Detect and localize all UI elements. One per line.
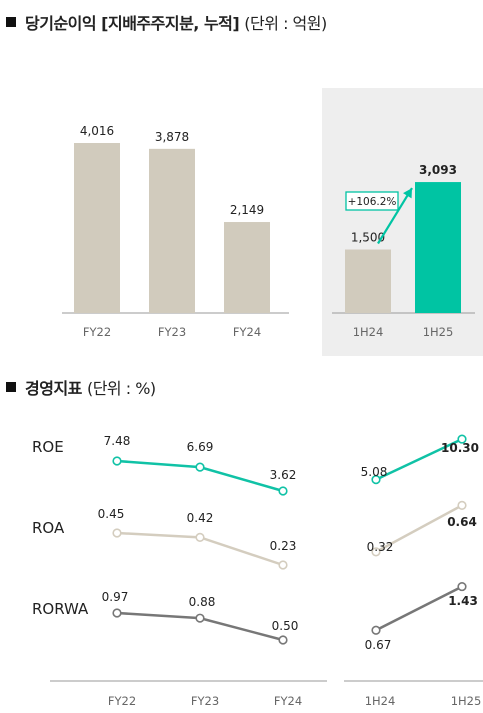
series-roe: ROE 7.48 6.69 3.62 5.08 10.30	[32, 434, 479, 496]
bar-value-label: 2,149	[230, 203, 264, 217]
x-tick-label: FY24	[274, 694, 302, 708]
data-point	[371, 547, 381, 557]
series-name-label: ROA	[32, 519, 65, 537]
bar-fy22	[74, 143, 120, 313]
growth-arrow-head-icon	[403, 188, 412, 199]
data-point	[195, 532, 205, 542]
net-income-unit: (단위 : 억원)	[244, 14, 327, 33]
bar-fy24	[224, 222, 270, 313]
data-value-label: 0.97	[102, 590, 129, 604]
indicators-unit: (단위 : %)	[86, 379, 156, 398]
data-value-label: 0.42	[187, 511, 214, 525]
bar-value-label: 4,016	[80, 124, 114, 138]
net-income-section-title: 당기순이익 [지배주주지분, 누적] (단위 : 억원)	[6, 10, 327, 34]
data-value-label: 5.08	[361, 465, 388, 479]
data-value-label: 0.23	[270, 539, 297, 553]
square-bullet-icon	[6, 382, 16, 392]
x-tick-label: FY22	[108, 694, 136, 708]
data-value-label: 0.88	[189, 595, 216, 609]
data-point	[457, 500, 467, 510]
growth-annotation-box	[345, 191, 399, 211]
growth-annotation: +106.2%	[345, 191, 399, 211]
data-value-label: 3.62	[270, 468, 297, 482]
series-name-label: ROE	[32, 438, 64, 456]
bar-value-label: 3,878	[155, 130, 189, 144]
data-point	[278, 486, 288, 496]
data-point	[457, 434, 467, 444]
series-name-label: RORWA	[32, 600, 89, 618]
bar-1h25	[415, 182, 461, 313]
x-tick-label: 1H25	[451, 694, 482, 708]
data-point	[371, 475, 381, 485]
data-point	[112, 456, 122, 466]
series-line-1h	[375, 504, 463, 554]
x-tick-label: FY23	[191, 694, 219, 708]
x-tick-label: 1H25	[423, 325, 454, 339]
series-rorwa: RORWA 0.97 0.88 0.50 0.67 1.43	[32, 581, 478, 652]
x-tick-label: FY22	[83, 325, 111, 339]
bar-fy23	[149, 148, 195, 313]
x-tick-label: 1H24	[365, 694, 396, 708]
growth-annotation-label: +106.2%	[348, 196, 397, 208]
data-value-label: 0.50	[272, 619, 299, 633]
net-income-title: 당기순이익 [지배주주지분, 누적]	[25, 14, 240, 33]
series-line-1h	[375, 585, 463, 632]
data-value-label: 0.45	[98, 507, 125, 521]
x-tick-label: FY23	[158, 325, 186, 339]
x-tick-label: 1H24	[353, 325, 384, 339]
data-point	[278, 560, 288, 570]
bar-1h24	[345, 249, 391, 313]
data-value-label: 0.64	[447, 515, 477, 529]
indicators-title: 경영지표	[25, 379, 82, 398]
bar-value-label: 1,500	[351, 231, 385, 245]
bar-value-label: 3,093	[419, 163, 457, 177]
data-point	[112, 528, 122, 538]
data-point	[371, 625, 381, 635]
series-line-1h	[375, 437, 463, 481]
data-value-label: 10.30	[441, 441, 479, 455]
data-point	[278, 635, 288, 645]
indicators-section-title: 경영지표 (단위 : %)	[6, 375, 156, 399]
data-point	[195, 462, 205, 472]
data-value-label: 0.32	[367, 540, 394, 554]
data-value-label: 7.48	[104, 434, 131, 448]
data-value-label: 1.43	[448, 594, 478, 608]
growth-arrow-line	[377, 187, 413, 245]
data-point	[457, 581, 467, 592]
square-bullet-icon	[6, 17, 16, 27]
series-roa: ROA 0.45 0.42 0.23 0.32 0.64	[32, 500, 477, 570]
net-income-bar-chart: 4,016 FY22 3,878 FY23 2,149 FY24 1,500 1H24 3,09…	[62, 88, 483, 356]
x-tick-label: FY24	[233, 325, 261, 339]
data-point	[195, 613, 205, 623]
data-value-label: 0.67	[365, 638, 392, 652]
data-value-label: 6.69	[187, 440, 214, 454]
data-point	[112, 608, 122, 618]
